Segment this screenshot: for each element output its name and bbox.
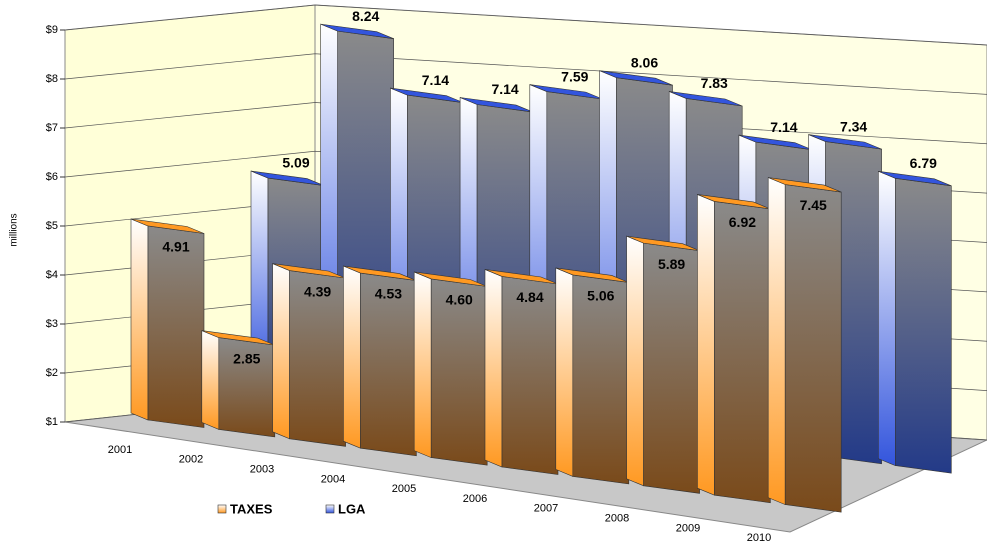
value-label: 5.89 (658, 256, 685, 272)
y-axis-label: millions (9, 213, 20, 246)
bar-top (599, 70, 673, 86)
bar-front (572, 274, 630, 485)
value-label: 6.92 (729, 214, 756, 230)
value-label: 4.60 (446, 292, 473, 308)
value-label: 8.06 (631, 54, 658, 70)
x-tick-label: 2010 (747, 532, 771, 544)
y-tick-label: $6 (46, 171, 58, 183)
bar (413, 271, 488, 466)
x-tick-label: 2002 (179, 454, 203, 466)
bar-side (697, 193, 715, 496)
value-label: 7.14 (422, 72, 449, 88)
grid-line (64, 53, 987, 95)
y-tick-label: $8 (46, 73, 58, 85)
value-label: 7.59 (561, 68, 588, 84)
bar-side (413, 271, 432, 459)
value-label: 4.84 (516, 289, 543, 305)
bar (626, 235, 700, 494)
bar-top (808, 134, 882, 150)
bar-top (669, 91, 743, 107)
bar-top (878, 170, 952, 187)
value-label: 5.06 (587, 288, 614, 304)
bar-top (320, 23, 394, 39)
value-label: 4.53 (375, 286, 402, 302)
grid-line (64, 4, 987, 46)
y-tick-label: $2 (46, 367, 58, 379)
x-tick-label: 2009 (676, 522, 700, 534)
value-label: 7.34 (840, 118, 867, 134)
bar-front (894, 177, 952, 474)
bar (130, 218, 205, 428)
bar-top (768, 177, 842, 193)
bar (484, 268, 559, 475)
legend-swatch (325, 504, 335, 514)
value-label: 2.85 (233, 350, 260, 366)
bar-side (201, 330, 220, 430)
value-label: 4.91 (162, 239, 189, 255)
value-label: 4.39 (304, 283, 331, 299)
bar (555, 267, 630, 485)
value-label: 8.24 (352, 8, 379, 24)
legend-label: TAXES (230, 501, 273, 516)
value-label: 6.79 (910, 155, 937, 171)
y-tick-label: $7 (46, 122, 58, 134)
bar (272, 263, 346, 447)
value-label: 7.83 (701, 75, 728, 91)
bar-side (484, 268, 503, 468)
bar-side (555, 267, 574, 477)
bar (697, 193, 771, 504)
bar-side (877, 170, 896, 467)
bar-side (130, 218, 149, 421)
bar-front (147, 225, 205, 428)
x-tick-label: 2001 (108, 444, 132, 456)
value-label: 7.14 (770, 119, 797, 135)
x-tick-label: 2007 (534, 503, 558, 515)
value-label: 5.09 (282, 155, 309, 171)
y-tick-label: $3 (46, 318, 58, 330)
x-tick-label: 2008 (605, 513, 629, 525)
grid-line (64, 102, 987, 145)
x-tick-label: 2005 (392, 483, 416, 495)
bar (201, 330, 276, 438)
bar-side (626, 235, 644, 487)
y-tick-label: $9 (46, 24, 58, 36)
bar-top (130, 218, 205, 234)
value-label: 7.45 (800, 197, 827, 213)
bar-side (343, 265, 361, 449)
y-tick-label: $4 (46, 269, 58, 281)
bar-front (714, 201, 771, 504)
bar-side (272, 263, 290, 440)
bar (767, 177, 842, 513)
legend-swatch (217, 504, 227, 514)
y-tick-label: $1 (46, 416, 58, 428)
bar (877, 170, 952, 474)
y-tick-label: $5 (46, 220, 58, 232)
bar-front (784, 184, 842, 513)
x-tick-label: 2004 (321, 473, 345, 485)
bar-side (767, 177, 786, 506)
value-label: 7.14 (491, 81, 518, 97)
x-tick-label: 2003 (250, 464, 274, 476)
bar-front (643, 242, 700, 494)
x-tick-label: 2006 (463, 493, 487, 505)
bar-front (501, 276, 559, 475)
legend-label: LGA (338, 501, 366, 516)
